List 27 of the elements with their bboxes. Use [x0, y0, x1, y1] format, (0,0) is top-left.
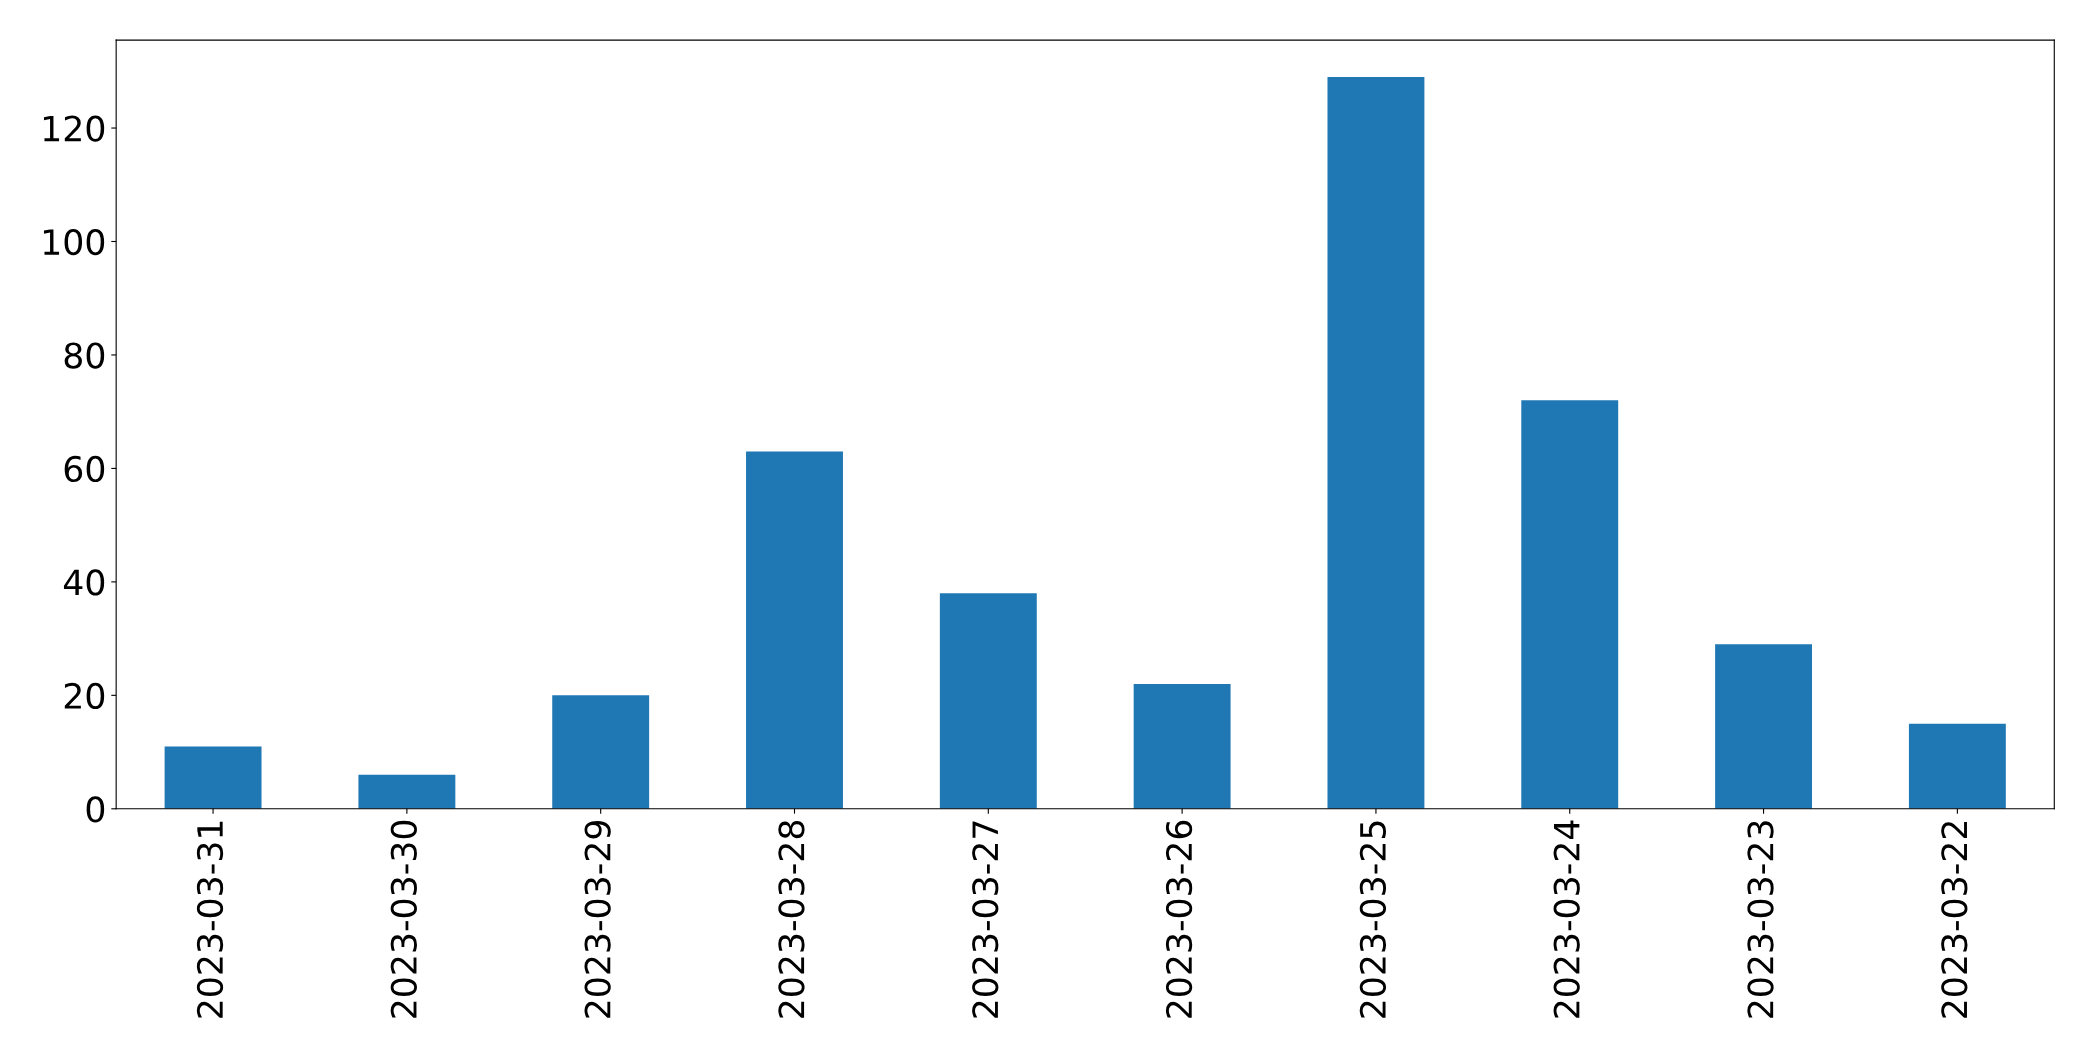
y-tick-label: 60	[64, 455, 105, 483]
bar	[1133, 683, 1231, 809]
bar	[1521, 400, 1619, 809]
x-tick-label: 2023-03-24	[1553, 820, 1580, 1018]
bar	[358, 774, 456, 809]
x-tick-label: 2023-03-26	[1165, 820, 1193, 1018]
x-tick-label: 2023-03-22	[1941, 822, 1968, 1018]
bar	[939, 593, 1037, 809]
y-tick-label: 0	[86, 796, 105, 823]
x-tick-label: 2023-03-25	[1359, 821, 1387, 1018]
x-tick-label: 2023-03-27	[972, 821, 999, 1018]
x-tick-label: 2023-03-28	[778, 820, 805, 1018]
x-tick-label: 2023-03-30	[390, 820, 417, 1018]
x-tick-label: 2023-03-29	[584, 820, 611, 1018]
bar	[164, 746, 262, 809]
y-tick-label: 80	[64, 342, 105, 369]
x-tick-label: 2023-03-31	[196, 821, 224, 1018]
x-tick-label: 2023-03-23	[1747, 821, 1774, 1018]
bar	[552, 695, 650, 809]
bar	[746, 451, 843, 809]
y-tick-label: 120	[43, 115, 105, 142]
y-tick-label: 100	[43, 228, 105, 256]
bar	[1327, 76, 1425, 809]
bar	[1715, 644, 1813, 809]
bar	[1908, 723, 2006, 809]
y-tick-label: 20	[64, 682, 105, 710]
y-tick-label: 40	[63, 569, 105, 596]
